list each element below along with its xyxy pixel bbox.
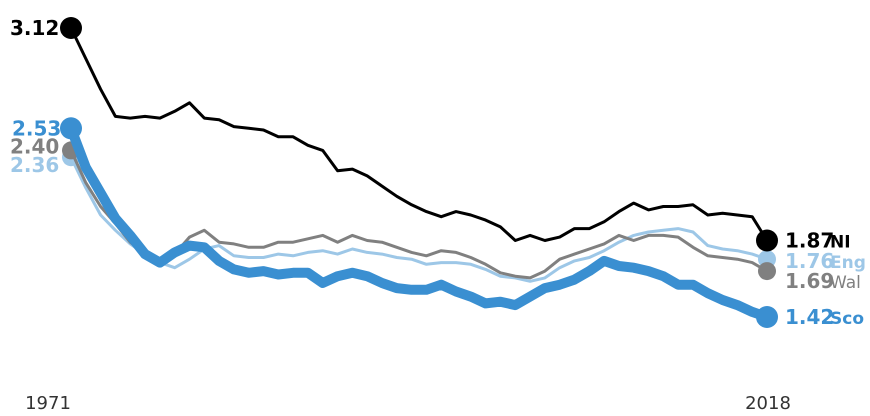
series-line-wal [69, 148, 769, 280]
series-name-label-eng: Eng [830, 253, 866, 273]
series-line-ni [69, 26, 769, 242]
series-line-eng [69, 155, 769, 283]
series-end-point-sco [756, 306, 778, 328]
x-tick-start: 1971 [25, 393, 71, 414]
start-value-label-eng: 2.36 [10, 153, 59, 177]
series-start-point-sco [60, 117, 82, 140]
start-value-label-ni: 3.12 [10, 16, 59, 40]
series-name-label-sco: Sco [830, 309, 864, 329]
series-layer [60, 17, 778, 328]
series-line-sco [66, 123, 772, 322]
series-name-label-ni: NI [830, 233, 851, 253]
end-value-label-sco: 1.42 [785, 305, 834, 329]
series-start-point-ni [60, 17, 82, 39]
start-value-label-wal: 2.40 [10, 134, 59, 158]
end-value-label-eng: 1.76 [785, 249, 834, 273]
start-value-label-sco: 2.53 [12, 116, 61, 140]
end-value-label-wal: 1.69 [785, 269, 834, 293]
series-end-point-wal [758, 262, 776, 281]
end-value-label-ni: 1.87 [785, 229, 834, 253]
series-name-label-wal: Wal [830, 273, 861, 293]
series-end-point-ni [756, 229, 778, 252]
x-tick-end: 2018 [745, 393, 791, 414]
